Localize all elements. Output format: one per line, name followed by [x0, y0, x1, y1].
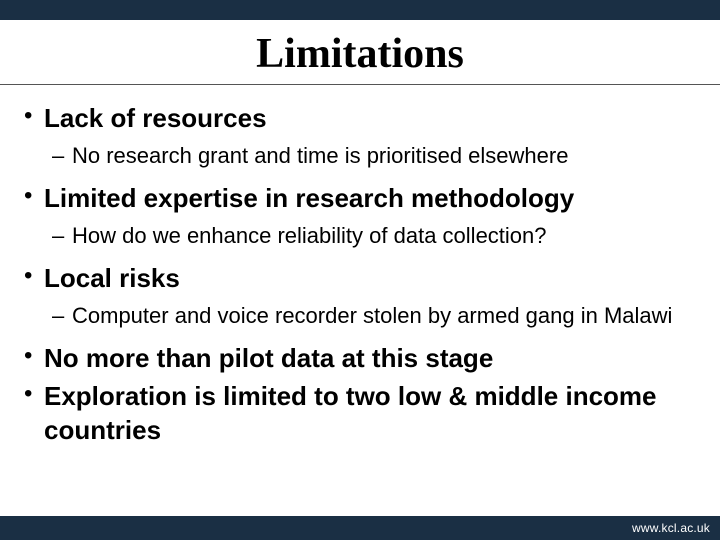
- bullet-item: Limited expertise in research methodolog…: [18, 181, 702, 251]
- sub-bullet-item: How do we enhance reliability of data co…: [44, 221, 702, 251]
- bullet-list: Lack of resources No research grant and …: [18, 101, 702, 447]
- sub-bullet-list: No research grant and time is prioritise…: [44, 141, 702, 171]
- content-area: Lack of resources No research grant and …: [0, 85, 720, 447]
- title-container: Limitations: [0, 20, 720, 84]
- header-bar: [0, 0, 720, 20]
- sub-bullet-text: Computer and voice recorder stolen by ar…: [72, 301, 702, 331]
- footer-bar: www.kcl.ac.uk: [0, 516, 720, 540]
- sub-bullet-text: How do we enhance reliability of data co…: [72, 221, 702, 251]
- bullet-item: Exploration is limited to two low & midd…: [18, 379, 702, 447]
- sub-bullet-text: No research grant and time is prioritise…: [72, 141, 702, 171]
- sub-bullet-item: Computer and voice recorder stolen by ar…: [44, 301, 702, 331]
- bullet-item: Local risks Computer and voice recorder …: [18, 261, 702, 331]
- bullet-text: No more than pilot data at this stage: [44, 341, 702, 375]
- bullet-text: Limited expertise in research methodolog…: [44, 181, 702, 215]
- bullet-text: Local risks: [44, 261, 702, 295]
- bullet-item: Lack of resources No research grant and …: [18, 101, 702, 171]
- bullet-text: Exploration is limited to two low & midd…: [44, 379, 702, 447]
- footer-url: www.kcl.ac.uk: [632, 521, 710, 535]
- bullet-text: Lack of resources: [44, 101, 702, 135]
- bullet-item: No more than pilot data at this stage: [18, 341, 702, 375]
- slide-title: Limitations: [0, 30, 720, 78]
- sub-bullet-list: Computer and voice recorder stolen by ar…: [44, 301, 702, 331]
- sub-bullet-list: How do we enhance reliability of data co…: [44, 221, 702, 251]
- sub-bullet-item: No research grant and time is prioritise…: [44, 141, 702, 171]
